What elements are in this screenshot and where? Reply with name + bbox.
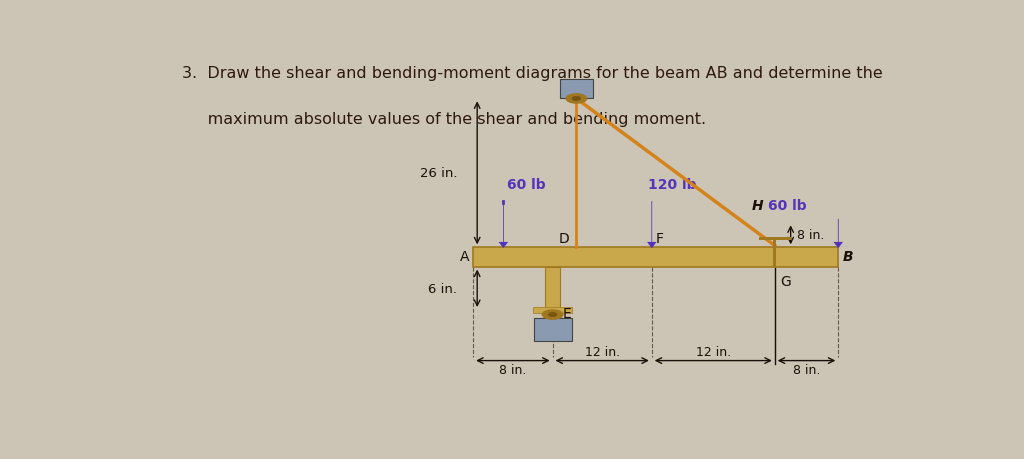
- Text: 12 in.: 12 in.: [695, 346, 731, 358]
- Text: D: D: [559, 232, 569, 246]
- Text: 26 in.: 26 in.: [420, 167, 458, 180]
- Circle shape: [549, 313, 557, 317]
- FancyArrow shape: [647, 202, 656, 249]
- Circle shape: [543, 310, 563, 319]
- Bar: [560, 80, 593, 99]
- Text: G: G: [780, 274, 792, 288]
- Bar: [759, 237, 791, 241]
- Text: H: H: [752, 198, 763, 213]
- Text: F: F: [655, 232, 664, 246]
- Bar: [773, 241, 776, 269]
- Bar: [532, 308, 572, 313]
- Text: 12 in.: 12 in.: [585, 346, 620, 358]
- Text: A: A: [460, 249, 469, 263]
- Text: 8 in.: 8 in.: [500, 363, 526, 376]
- Circle shape: [566, 95, 587, 104]
- Text: 8 in.: 8 in.: [793, 363, 820, 376]
- Text: 6 in.: 6 in.: [428, 282, 458, 295]
- FancyArrow shape: [499, 202, 508, 249]
- Text: C: C: [582, 84, 592, 97]
- Text: 3.  Draw the shear and bending-moment diagrams for the beam AB and determine the: 3. Draw the shear and bending-moment dia…: [182, 66, 883, 81]
- Text: 8 in.: 8 in.: [797, 229, 824, 242]
- Text: 60 lb: 60 lb: [507, 177, 546, 191]
- Bar: [534, 319, 571, 341]
- Bar: [473, 248, 839, 267]
- Text: 60 lb: 60 lb: [768, 198, 807, 213]
- Text: maximum absolute values of the shear and bending moment.: maximum absolute values of the shear and…: [182, 112, 707, 127]
- Text: B: B: [843, 249, 854, 263]
- Circle shape: [572, 97, 581, 101]
- Text: E: E: [563, 306, 571, 320]
- FancyArrow shape: [834, 219, 843, 249]
- Text: 120 lb: 120 lb: [648, 177, 696, 191]
- Bar: [546, 267, 560, 309]
